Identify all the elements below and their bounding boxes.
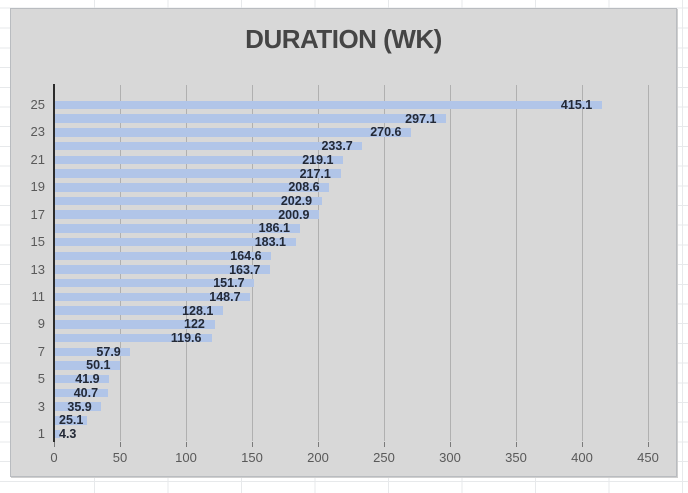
value-axis-label-300: 300: [439, 450, 461, 465]
data-label-9: 122: [184, 317, 205, 332]
data-label-11: 148.7: [209, 289, 241, 304]
category-axis-label-21: 21: [30, 151, 45, 167]
category-axis-label-7: 7: [37, 343, 45, 359]
category-axis-label-19: 19: [30, 179, 45, 195]
data-label-14: 164.6: [230, 248, 262, 263]
value-axis-label-450: 450: [637, 450, 659, 465]
data-label-12: 151.7: [213, 276, 245, 291]
data-label-8: 119.6: [170, 331, 202, 346]
duration-bar-5: [55, 374, 110, 384]
category-axis-label-11: 11: [31, 288, 46, 304]
data-label-16: 186.1: [258, 221, 290, 236]
value-axis-label-150: 150: [241, 450, 263, 465]
value-gridline-400: [582, 85, 583, 441]
duration-bar-23: [55, 128, 412, 137]
value-gridline-300: [450, 85, 451, 441]
duration-bar-15: [55, 237, 296, 247]
duration-bar-21: [55, 155, 344, 165]
value-axis-label-200: 200: [307, 450, 329, 465]
duration-bar-10: [55, 306, 224, 315]
duration-bar-14: [55, 251, 272, 261]
data-label-23: 270.6: [370, 125, 402, 140]
value-axis-tick-400: [582, 442, 583, 447]
chart-object[interactable]: DURATION (WK) 0 50 100 150 200 250 300 350 400 45…: [10, 8, 677, 477]
duration-bar-12: [55, 278, 255, 288]
duration-bar-16: [55, 224, 300, 233]
data-label-5: 41.9: [75, 372, 100, 387]
value-gridline-100: [186, 85, 187, 441]
value-axis-label-100: 100: [175, 450, 197, 465]
value-axis-tick-300: [450, 442, 451, 447]
data-label-20: 217.1: [299, 166, 331, 181]
duration-bar-11: [55, 292, 251, 302]
duration-bar-25: [55, 100, 602, 110]
duration-bar-18: [55, 196, 322, 206]
value-axis-tick-350: [516, 442, 517, 447]
value-axis-tick-50: [120, 442, 121, 447]
value-gridline-50: [120, 85, 121, 441]
duration-bar-6: [55, 361, 121, 370]
data-label-13: 163.7: [229, 262, 261, 277]
data-label-21: 219.1: [302, 152, 334, 167]
duration-bar-8: [55, 333, 212, 343]
data-label-7: 57.9: [96, 344, 121, 359]
data-label-3: 35.9: [67, 399, 92, 414]
duration-bar-9: [55, 320, 216, 329]
value-gridline-250: [384, 85, 385, 441]
category-axis-label-23: 23: [30, 124, 45, 140]
duration-bar-22: [55, 141, 363, 151]
value-axis-tick-100: [186, 442, 187, 447]
data-label-25: 415.1: [560, 98, 593, 112]
duration-bar-13: [55, 265, 271, 274]
value-axis-tick-150: [252, 442, 253, 447]
category-axis-label-13: 13: [30, 261, 45, 277]
duration-bar-3: [55, 402, 102, 411]
category-axis-label-25: 25: [30, 97, 45, 112]
value-gridline-450: [648, 85, 649, 441]
data-label-4: 40.7: [73, 385, 99, 400]
data-label-15: 183.1: [254, 235, 286, 250]
duration-bar-24: [55, 114, 447, 123]
value-gridline-150: [252, 85, 253, 441]
category-axis-label-17: 17: [30, 206, 45, 222]
duration-bar-7: [55, 347, 131, 357]
duration-bar-2: [55, 416, 88, 425]
value-axis-label-250: 250: [373, 450, 395, 465]
value-axis-label-50: 50: [112, 450, 128, 465]
duration-bar-19: [55, 183, 330, 192]
category-axis-label-3: 3: [37, 398, 45, 414]
value-axis-tick-450: [648, 442, 649, 447]
duration-bar-4: [55, 388, 108, 398]
duration-bar-17: [55, 210, 320, 219]
value-axis-label-400: 400: [571, 450, 593, 465]
duration-bar-1: [55, 429, 60, 439]
value-axis-tick-0: [54, 442, 55, 447]
data-label-1: 4.3: [59, 427, 77, 442]
data-label-22: 233.7: [321, 139, 353, 154]
data-label-18: 202.9: [280, 193, 313, 208]
data-label-2: 25.1: [59, 413, 84, 428]
category-axis-label-5: 5: [37, 371, 45, 387]
value-gridline-200: [318, 85, 319, 441]
data-label-19: 208.6: [288, 180, 320, 195]
value-gridline-350: [516, 85, 517, 441]
category-axis-line: [53, 84, 55, 442]
data-label-10: 128.1: [182, 303, 214, 318]
category-axis-label-1: 1: [37, 426, 45, 442]
data-label-6: 50.1: [86, 358, 111, 373]
chart-title: DURATION (WK): [245, 24, 442, 54]
value-axis-label-350: 350: [505, 450, 527, 465]
value-axis-tick-250: [384, 442, 385, 447]
duration-bar-20: [55, 169, 341, 178]
data-label-17: 200.9: [278, 207, 310, 222]
value-axis-tick-200: [318, 442, 319, 447]
category-axis-label-9: 9: [37, 316, 45, 332]
category-axis-label-15: 15: [30, 234, 45, 250]
value-axis-label-0: 0: [50, 450, 58, 465]
data-label-24: 297.1: [405, 111, 437, 126]
